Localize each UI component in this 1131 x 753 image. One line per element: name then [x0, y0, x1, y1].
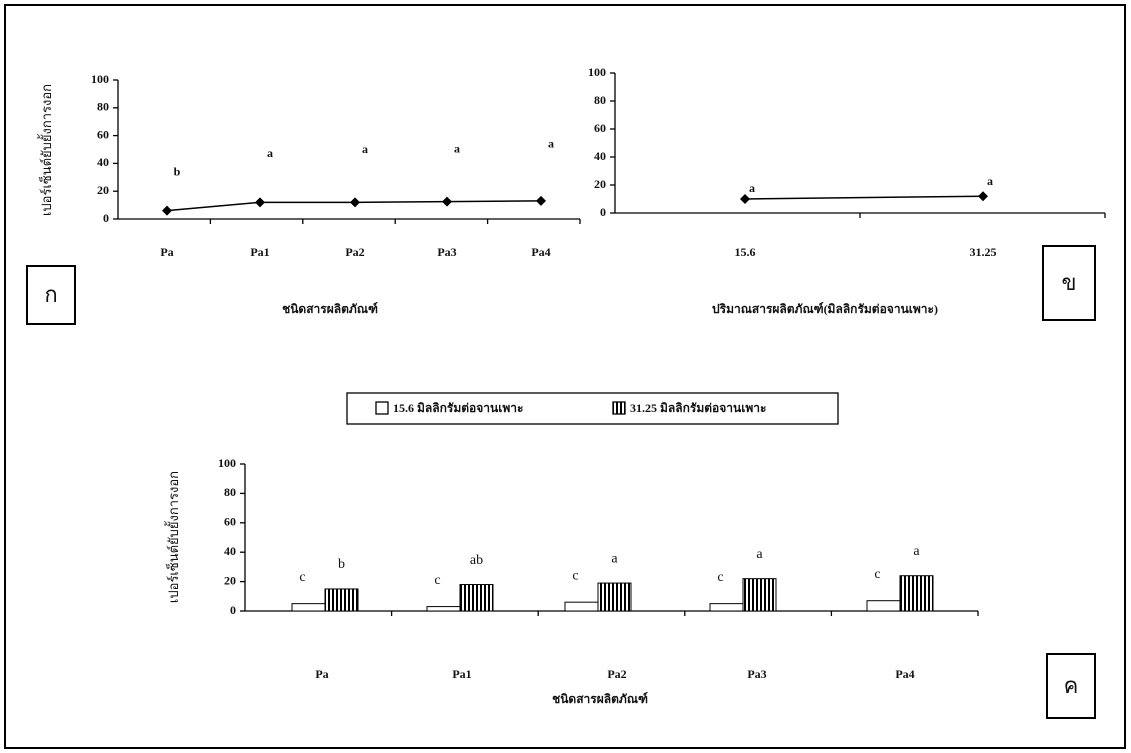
- figure: 0 20 40 60 80 100 Pa Pa1 Pa2 Pa3 Pa4 กชนิดสารผลิตภั…: [0, 0, 1131, 753]
- x-tick-label: Pa2: [607, 667, 626, 681]
- point: [978, 191, 988, 201]
- x-tick-label: 31.25: [970, 245, 997, 259]
- panel-label: ก: [44, 283, 57, 308]
- annotation: a: [267, 146, 273, 160]
- bar: [292, 604, 325, 611]
- bar: [427, 607, 460, 611]
- y-tick-label: 20: [224, 573, 236, 587]
- point: [536, 196, 546, 206]
- x-tick-label: Pa4: [895, 667, 914, 681]
- annotation: c: [299, 570, 305, 585]
- y-tick-label: 100: [588, 65, 606, 79]
- x-tick-label: Pa: [160, 245, 173, 259]
- y-axis-label: เปอร์เซ็นต์ยับยั้งการงอก: [37, 84, 54, 216]
- y-tick-label: 20: [97, 183, 109, 197]
- annotation: c: [717, 570, 723, 585]
- annotation: a: [611, 551, 618, 566]
- y-tick-label: 80: [97, 100, 109, 114]
- line: [745, 196, 983, 199]
- annotation: a: [756, 547, 763, 562]
- x-axis-label: ปริมาณสารผลิตภัณฑ์(มิลลิกรัมต่อจานเพาะ): [712, 302, 938, 316]
- point: [442, 197, 452, 207]
- bar: [325, 589, 358, 611]
- x-axis-label: ชนิดสารผลิตภัณฑ์: [552, 692, 648, 706]
- y-tick-label: 40: [594, 149, 606, 163]
- bar: [867, 601, 900, 611]
- annotation: c: [434, 573, 440, 588]
- bar: [710, 604, 743, 611]
- y-tick-label: 0: [600, 205, 606, 219]
- bar: [598, 583, 631, 611]
- x-tick-label: Pa2: [345, 245, 364, 259]
- point: [162, 206, 172, 216]
- x-tick-label: Pa1: [452, 667, 471, 681]
- point: [255, 197, 265, 207]
- annotation: a: [913, 544, 920, 559]
- x-tick-label: Pa3: [747, 667, 766, 681]
- annotation: a: [454, 141, 460, 155]
- bar: [565, 602, 598, 611]
- legend-swatch: [613, 402, 625, 414]
- y-tick-label: 80: [594, 93, 606, 107]
- x-tick-label: 15.6: [735, 245, 756, 259]
- x-tick-label: Pa1: [250, 245, 269, 259]
- bar: [460, 585, 493, 611]
- legend-label: 15.6 มิลลิกรัมต่อจานเพาะ: [393, 401, 523, 415]
- y-tick-label: 100: [218, 456, 236, 470]
- legend-label: 31.25 มิลลิกรัมต่อจานเพาะ: [630, 401, 766, 415]
- annotation: b: [338, 557, 345, 572]
- annotation: a: [362, 142, 368, 156]
- x-tick-label: Pa4: [531, 245, 550, 259]
- point: [350, 197, 360, 207]
- figure-border: [5, 5, 1125, 748]
- y-tick-label: 0: [230, 603, 236, 617]
- panel-label: ข: [1061, 271, 1076, 296]
- y-tick-label: 40: [97, 155, 109, 169]
- x-tick-label: Pa3: [437, 245, 456, 259]
- annotation: a: [987, 174, 993, 188]
- annotation: c: [874, 567, 880, 582]
- bar: [743, 579, 776, 611]
- annotation: ab: [470, 553, 483, 568]
- y-tick-label: 60: [97, 127, 109, 141]
- annotation: b: [174, 164, 181, 178]
- y-tick-label: 0: [103, 211, 109, 225]
- y-tick-label: 80: [224, 485, 236, 499]
- bar: [900, 576, 933, 611]
- annotation: c: [572, 568, 578, 583]
- y-tick-label: 40: [224, 544, 236, 558]
- annotation: a: [749, 181, 755, 195]
- panel-label: ค: [1064, 674, 1079, 699]
- y-tick-label: 60: [594, 121, 606, 135]
- x-axis-label: ชนิดสารผลิตภัณฑ์: [282, 302, 378, 316]
- annotation: a: [548, 137, 554, 151]
- legend-swatch: [376, 402, 388, 414]
- y-axis-label: เปอร์เซ็นต์ยับยั้งการงอก: [164, 471, 181, 603]
- point: [740, 194, 750, 204]
- y-tick-label: 60: [224, 515, 236, 529]
- y-tick-label: 100: [91, 72, 109, 86]
- x-tick-label: Pa: [315, 667, 328, 681]
- y-tick-label: 20: [594, 177, 606, 191]
